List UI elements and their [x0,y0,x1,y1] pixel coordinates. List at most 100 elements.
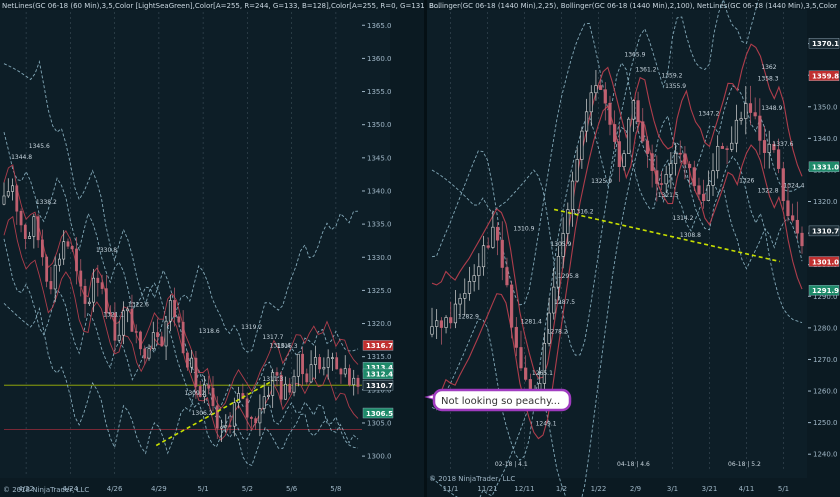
candle-body [326,357,330,368]
price-label: 1358.3 [758,76,779,83]
price-label: 1321.5 [658,192,679,199]
candle-body [655,170,659,184]
candle-body [641,121,645,142]
candle-body [36,216,40,241]
candle-body [730,142,734,150]
price-label: 1347.2 [698,111,719,118]
candle-body [87,301,91,304]
price-tag [362,379,394,391]
candle-body [734,119,739,144]
candle-body [430,326,434,335]
candle-body [552,286,556,314]
candle-body [66,241,70,247]
right-price-axis[interactable]: 1240.01250.01260.01270.01280.01290.01300… [808,38,840,459]
candle-body [472,275,476,282]
candle-body [599,85,603,90]
candle-body [683,153,687,165]
candle-body [725,148,729,150]
candle-body [313,357,317,365]
candle-body [500,239,504,268]
price-label: 1314.2 [673,215,694,222]
candle-body [678,152,682,155]
candle-body [762,140,767,153]
candle-body [267,395,270,397]
price-tag [808,38,840,49]
candle-body [584,111,589,132]
price-tag-label: 1370.1 [812,40,839,48]
candle-body [53,264,57,290]
x-tick-label: 3/1 [667,485,678,493]
x-tick-label: 2/9 [630,485,641,493]
candle-body [254,418,258,424]
candle-body [697,185,701,195]
right-time-axis[interactable]: 11/1 11/21 12/11 1/2 1/22 2/9 3/1 3/21 4/11 5/1 [443,485,790,493]
right-chart-panel[interactable]: Bollinger(GC 06-18 (1440 Min),2,25), Bol… [427,0,840,497]
band-line [431,0,759,356]
left-band-lines [3,60,359,466]
price-tag [362,340,394,351]
candle-body [23,224,27,239]
y-tick-label: 1240.0 [813,451,838,459]
candle-body [580,130,584,160]
candle-body [211,387,215,407]
price-label: 1362 [761,64,776,71]
candle-body [284,383,287,400]
y-tick-label: 1350.0 [813,103,838,111]
price-tag [808,256,840,267]
y-tick-label: 1335.0 [367,221,392,229]
y-tick-label: 1315.0 [367,353,392,361]
callout-text: Not looking so peachy... [441,396,560,407]
candle-body [744,103,748,119]
price-label: 1344.8 [11,154,32,161]
y-tick-label: 1290.0 [813,293,838,301]
candle-body [706,185,710,201]
y-tick-label: 1270.0 [813,356,838,364]
candle-body [758,115,762,141]
left-chart-panel[interactable]: NetLines(GC 06-18 (60 Min),3,5,Color [Li… [0,2,441,494]
panel-divider[interactable] [424,0,427,497]
price-tag-label: 1301.0 [812,258,839,266]
candle-body [215,405,219,429]
candle-body [190,357,194,368]
price-tag [808,225,840,237]
candle-body [6,191,10,197]
candle-body [631,100,635,120]
price-label: 1365.9 [624,52,645,59]
candle-body [224,425,228,428]
left-plot-area[interactable] [0,10,390,478]
candle-body [343,368,347,375]
candle-body [566,209,570,234]
band-line [3,238,359,449]
candle-body [92,277,95,303]
candle-body [62,241,66,260]
candle-body [96,277,100,283]
left-price-axis[interactable]: 1300.01305.01310.01315.01320.01325.01330… [362,22,394,461]
price-label: 1319.2 [241,324,262,331]
price-tag-label: 1313.4 [366,364,393,372]
candle-body [486,245,490,248]
candle-body [439,320,443,328]
candle-body [547,312,551,344]
price-label: 1265.1 [532,370,553,377]
price-tag-label: 1316.7 [366,342,393,350]
y-tick-label: 1260.0 [813,388,838,396]
candle-body [130,308,134,332]
candle-body [126,308,130,312]
price-tag-label: 1359.8 [812,73,839,81]
price-tag [808,161,840,172]
candle-body [481,245,486,268]
candle-body [322,367,326,370]
price-label: 1317.7 [262,334,283,341]
candle-body [636,100,640,123]
candle-body [168,300,172,322]
candle-body [495,226,500,241]
x-tick-label: 4/24 [63,485,79,493]
candle-body [288,383,292,393]
left-time-axis[interactable]: 4/22 4/24 4/26 4/29 5/1 5/2 5/6 5/8 [18,485,341,493]
band-line [3,60,359,353]
candle-body [292,375,296,393]
x-tick-label: 11/1 [443,485,459,493]
candle-body [318,357,322,370]
candle-body [510,284,514,328]
